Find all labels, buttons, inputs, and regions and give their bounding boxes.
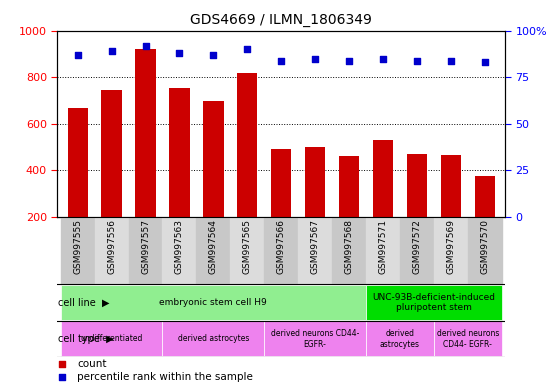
Text: derived neurons
CD44- EGFR-: derived neurons CD44- EGFR- — [437, 329, 499, 349]
Point — [345, 58, 353, 64]
Point — [243, 46, 252, 52]
Bar — [169, 88, 189, 217]
Text: GSM997572: GSM997572 — [412, 219, 422, 274]
Text: cell line  ▶: cell line ▶ — [58, 297, 110, 308]
Text: GSM997566: GSM997566 — [277, 219, 286, 274]
Text: count: count — [78, 359, 107, 369]
Point — [480, 59, 489, 65]
Bar — [298, 217, 332, 284]
Bar — [230, 217, 264, 284]
Bar — [468, 217, 502, 284]
Bar — [61, 321, 163, 356]
Text: derived astrocytes: derived astrocytes — [177, 334, 249, 343]
Text: derived
astrocytes: derived astrocytes — [380, 329, 420, 349]
Bar — [135, 49, 156, 217]
Bar — [271, 149, 292, 217]
Point — [175, 50, 184, 56]
Bar — [163, 321, 264, 356]
Bar — [102, 90, 122, 217]
Bar — [434, 321, 502, 356]
Text: GSM997570: GSM997570 — [480, 219, 489, 274]
Text: cell type  ▶: cell type ▶ — [58, 334, 114, 344]
Bar — [264, 321, 366, 356]
Title: GDS4669 / ILMN_1806349: GDS4669 / ILMN_1806349 — [190, 13, 372, 27]
Point — [141, 43, 150, 49]
Bar — [366, 321, 434, 356]
Bar — [163, 217, 197, 284]
Point — [209, 52, 218, 58]
Point — [412, 58, 421, 64]
Text: GSM997571: GSM997571 — [378, 219, 388, 274]
Point — [57, 361, 66, 367]
Bar — [407, 154, 427, 217]
Bar — [366, 285, 502, 320]
Text: embryonic stem cell H9: embryonic stem cell H9 — [159, 298, 267, 307]
Bar — [61, 285, 366, 320]
Point — [378, 56, 387, 62]
Point — [447, 58, 455, 64]
Text: percentile rank within the sample: percentile rank within the sample — [78, 372, 253, 382]
Point — [107, 48, 116, 54]
Bar — [332, 217, 366, 284]
Bar — [373, 140, 393, 217]
Bar — [197, 217, 230, 284]
Text: GSM997564: GSM997564 — [209, 219, 218, 274]
Text: GSM997557: GSM997557 — [141, 219, 150, 274]
Text: GSM997555: GSM997555 — [73, 219, 82, 274]
Text: derived neurons CD44-
EGFR-: derived neurons CD44- EGFR- — [271, 329, 359, 349]
Bar — [474, 176, 495, 217]
Bar — [68, 108, 88, 217]
Text: GSM997568: GSM997568 — [345, 219, 353, 274]
Bar — [434, 217, 468, 284]
Bar — [305, 147, 325, 217]
Point — [57, 374, 66, 380]
Bar — [61, 217, 94, 284]
Bar — [441, 155, 461, 217]
Bar — [237, 73, 258, 217]
Point — [277, 58, 286, 64]
Bar — [94, 217, 128, 284]
Point — [311, 56, 319, 62]
Point — [73, 52, 82, 58]
Bar — [264, 217, 298, 284]
Text: undifferentiated: undifferentiated — [80, 334, 143, 343]
Bar — [366, 217, 400, 284]
Bar — [400, 217, 434, 284]
Text: GSM997565: GSM997565 — [243, 219, 252, 274]
Bar — [128, 217, 163, 284]
Text: GSM997563: GSM997563 — [175, 219, 184, 274]
Text: GSM997567: GSM997567 — [311, 219, 319, 274]
Bar — [339, 156, 359, 217]
Text: UNC-93B-deficient-induced
pluripotent stem: UNC-93B-deficient-induced pluripotent st… — [372, 293, 495, 312]
Bar — [203, 101, 223, 217]
Text: GSM997556: GSM997556 — [107, 219, 116, 274]
Text: GSM997569: GSM997569 — [446, 219, 455, 274]
